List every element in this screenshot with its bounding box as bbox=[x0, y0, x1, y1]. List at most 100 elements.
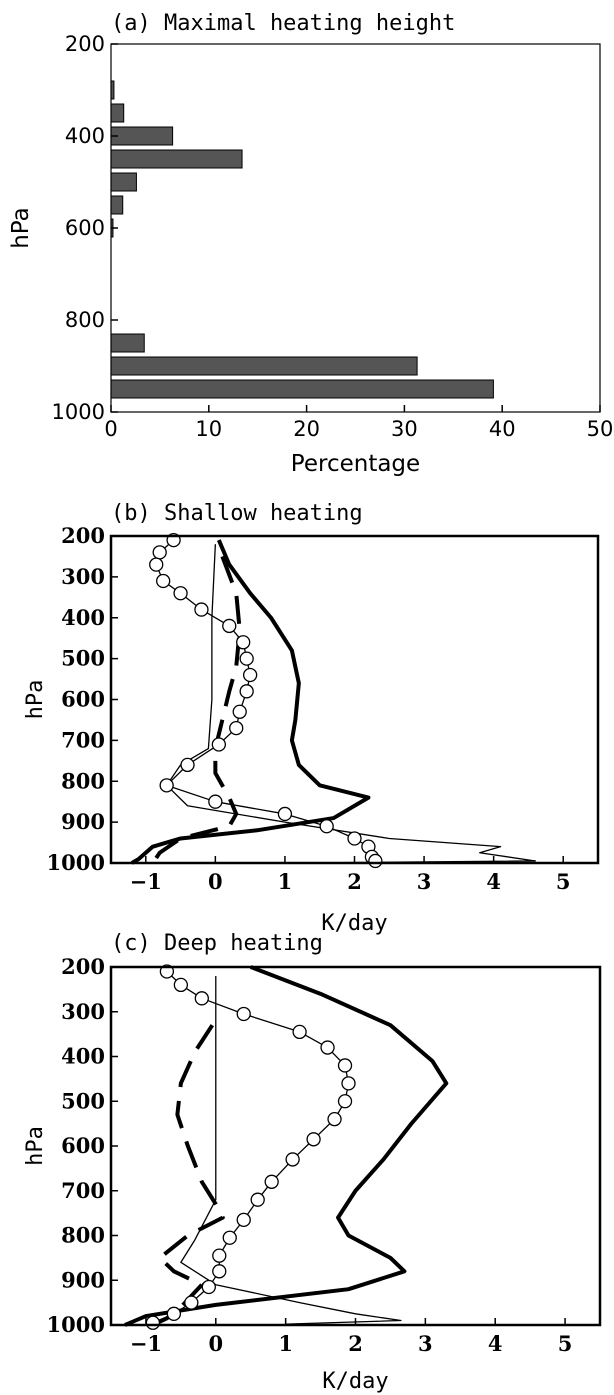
panel-b-x-tick-label: 2 bbox=[347, 869, 362, 894]
panel-b-data-point bbox=[149, 557, 164, 572]
panel-a-bar bbox=[110, 172, 137, 192]
panel-c-data-point bbox=[222, 1230, 237, 1245]
panel-b-data-point bbox=[211, 737, 226, 752]
panel-c-data-point bbox=[320, 1040, 335, 1055]
panel-b-series-thick-dashed-line bbox=[151, 555, 242, 865]
panel-c-plot-frame bbox=[109, 965, 602, 1327]
panel-b-y-tick-label: 800 bbox=[61, 768, 105, 793]
panel-c-x-tick-label: 5 bbox=[558, 1331, 573, 1356]
panel-b-data-point bbox=[173, 586, 188, 601]
panel-a-y-tick-label: 800 bbox=[65, 308, 105, 332]
panel-c-x-tick-label: 2 bbox=[348, 1331, 363, 1356]
panel-b-y-axis-label: hPa bbox=[23, 680, 48, 720]
panel-b-y-tick-label: 1000 bbox=[47, 850, 105, 875]
panel-c-y-axis-label: hPa bbox=[23, 1126, 48, 1166]
panel-a-bar bbox=[110, 149, 243, 169]
panel-b-x-tick-label: −1 bbox=[130, 869, 162, 894]
panel-c-series-thin-solid-circles-line bbox=[152, 971, 350, 1324]
panel-c-data-point bbox=[250, 1192, 265, 1207]
panel-c-data-point bbox=[306, 1132, 321, 1147]
panel-c-data-point bbox=[145, 1315, 161, 1330]
panel-c-y-tick-label: 1000 bbox=[47, 1312, 105, 1337]
panel-a-y-tick-label: 1000 bbox=[52, 400, 105, 424]
panel-c-series-thin-solid-line bbox=[180, 975, 402, 1325]
panel-c-x-axis-label: K/day bbox=[322, 1369, 388, 1394]
panel-b-x-tick-label: 1 bbox=[278, 869, 293, 894]
panel-b-x-tick-label: 4 bbox=[486, 869, 501, 894]
panel-a-y-tick-label: 600 bbox=[65, 216, 105, 240]
panel-c-y-tick-label: 500 bbox=[61, 1088, 105, 1113]
panel-c-data-point bbox=[337, 1058, 353, 1073]
panel-c-y-tick-label: 200 bbox=[61, 954, 105, 979]
panel-a-x-tick-label: 40 bbox=[489, 417, 516, 441]
panel-b-data-point bbox=[239, 684, 254, 699]
panel-c-series-thick-solid-line bbox=[124, 965, 449, 1327]
panel-b-y-tick-label: 500 bbox=[61, 646, 105, 671]
panel-c-data-point bbox=[201, 1279, 216, 1295]
panel-b-x-tick-label: 5 bbox=[556, 869, 571, 894]
panel-c-data-point bbox=[327, 1112, 342, 1127]
panel-b-data-point bbox=[236, 635, 251, 650]
panel-a-bar bbox=[110, 103, 125, 123]
panel-c-y-tick-label: 800 bbox=[61, 1223, 105, 1248]
panel-b-y-tick-label: 600 bbox=[61, 687, 105, 712]
panel-b-y-tick-label: 200 bbox=[61, 523, 105, 548]
panel-b-data-point bbox=[229, 720, 244, 736]
panel-a-x-tick-label: 20 bbox=[293, 417, 320, 441]
panel-c-data-point bbox=[341, 1076, 356, 1091]
panel-b-series-thin-solid-line bbox=[166, 544, 537, 864]
panel-c-data-point bbox=[173, 977, 189, 993]
panel-c-data-point bbox=[166, 1306, 182, 1321]
panel-b-series-thick-solid-line bbox=[130, 539, 371, 865]
panel-c-data-point bbox=[264, 1174, 279, 1189]
panel-b-data-point bbox=[239, 651, 254, 666]
panel-c-data-point bbox=[337, 1094, 353, 1109]
panel-a-x-tick-label: 0 bbox=[104, 417, 117, 441]
panel-a-x-tick-label: 50 bbox=[587, 417, 614, 441]
panel-a-x-tick-label: 30 bbox=[391, 417, 418, 441]
panel-a-x-axis-label: Percentage bbox=[291, 451, 420, 477]
panel-b-x-axis-label: K/day bbox=[321, 911, 387, 936]
panel-a-y-tick-label: 200 bbox=[65, 32, 105, 56]
panel-c-x-tick-label: 4 bbox=[488, 1331, 503, 1356]
panel-b-plot-frame bbox=[109, 534, 600, 865]
panel-c-data-point bbox=[285, 1152, 300, 1167]
panel-a-bar bbox=[110, 379, 494, 399]
panel-a-bar bbox=[110, 333, 145, 353]
panel-b-title: (b) Shallow heating bbox=[111, 501, 363, 526]
panel-c-y-tick-label: 700 bbox=[61, 1178, 105, 1203]
panel-b-data-point bbox=[222, 618, 237, 634]
panel-b-data-point bbox=[277, 806, 293, 822]
panel-c-x-tick-label: 1 bbox=[278, 1331, 293, 1356]
panel-a-x-tick-label: 10 bbox=[195, 417, 222, 441]
panel-a-y-axis-label: hPa bbox=[8, 207, 34, 249]
panel-b-x-tick-label: 3 bbox=[417, 869, 432, 894]
panel-b-data-point bbox=[194, 602, 209, 617]
panel-c-x-tick-label: 3 bbox=[418, 1331, 433, 1356]
panel-a-title: (a) Maximal heating height bbox=[111, 11, 455, 36]
panel-b-y-tick-label: 700 bbox=[61, 727, 105, 752]
panel-b-y-tick-label: 900 bbox=[61, 809, 105, 834]
panel-c-data-point bbox=[212, 1264, 227, 1279]
panel-c-data-point bbox=[236, 1006, 251, 1022]
panel-c-series-thick-dashed-line bbox=[152, 1024, 225, 1327]
panel-b-data-point bbox=[208, 794, 223, 809]
panel-a-bar bbox=[110, 195, 124, 215]
panel-c-x-tick-label: 0 bbox=[208, 1331, 223, 1356]
panel-b-x-tick-label: 0 bbox=[208, 869, 223, 894]
panel-b-y-tick-label: 400 bbox=[61, 605, 105, 630]
panel-b-data-point bbox=[152, 545, 167, 560]
panel-c-data-point bbox=[236, 1212, 251, 1227]
panel-b-data-point bbox=[368, 853, 383, 869]
panel-b-data-point bbox=[180, 757, 195, 773]
panel-c-x-tick-label: −1 bbox=[130, 1331, 162, 1356]
panel-b-data-point bbox=[347, 831, 362, 846]
panel-c-y-tick-label: 600 bbox=[61, 1133, 105, 1158]
panel-c-data-point bbox=[212, 1248, 227, 1263]
panel-c-data-point bbox=[184, 1295, 199, 1310]
panel-a-bar bbox=[110, 356, 418, 376]
panel-b-data-point bbox=[242, 667, 258, 683]
panel-c-y-tick-label: 400 bbox=[61, 1044, 105, 1069]
panel-c-y-tick-label: 900 bbox=[61, 1267, 105, 1292]
panel-b-y-tick-label: 300 bbox=[61, 564, 105, 589]
